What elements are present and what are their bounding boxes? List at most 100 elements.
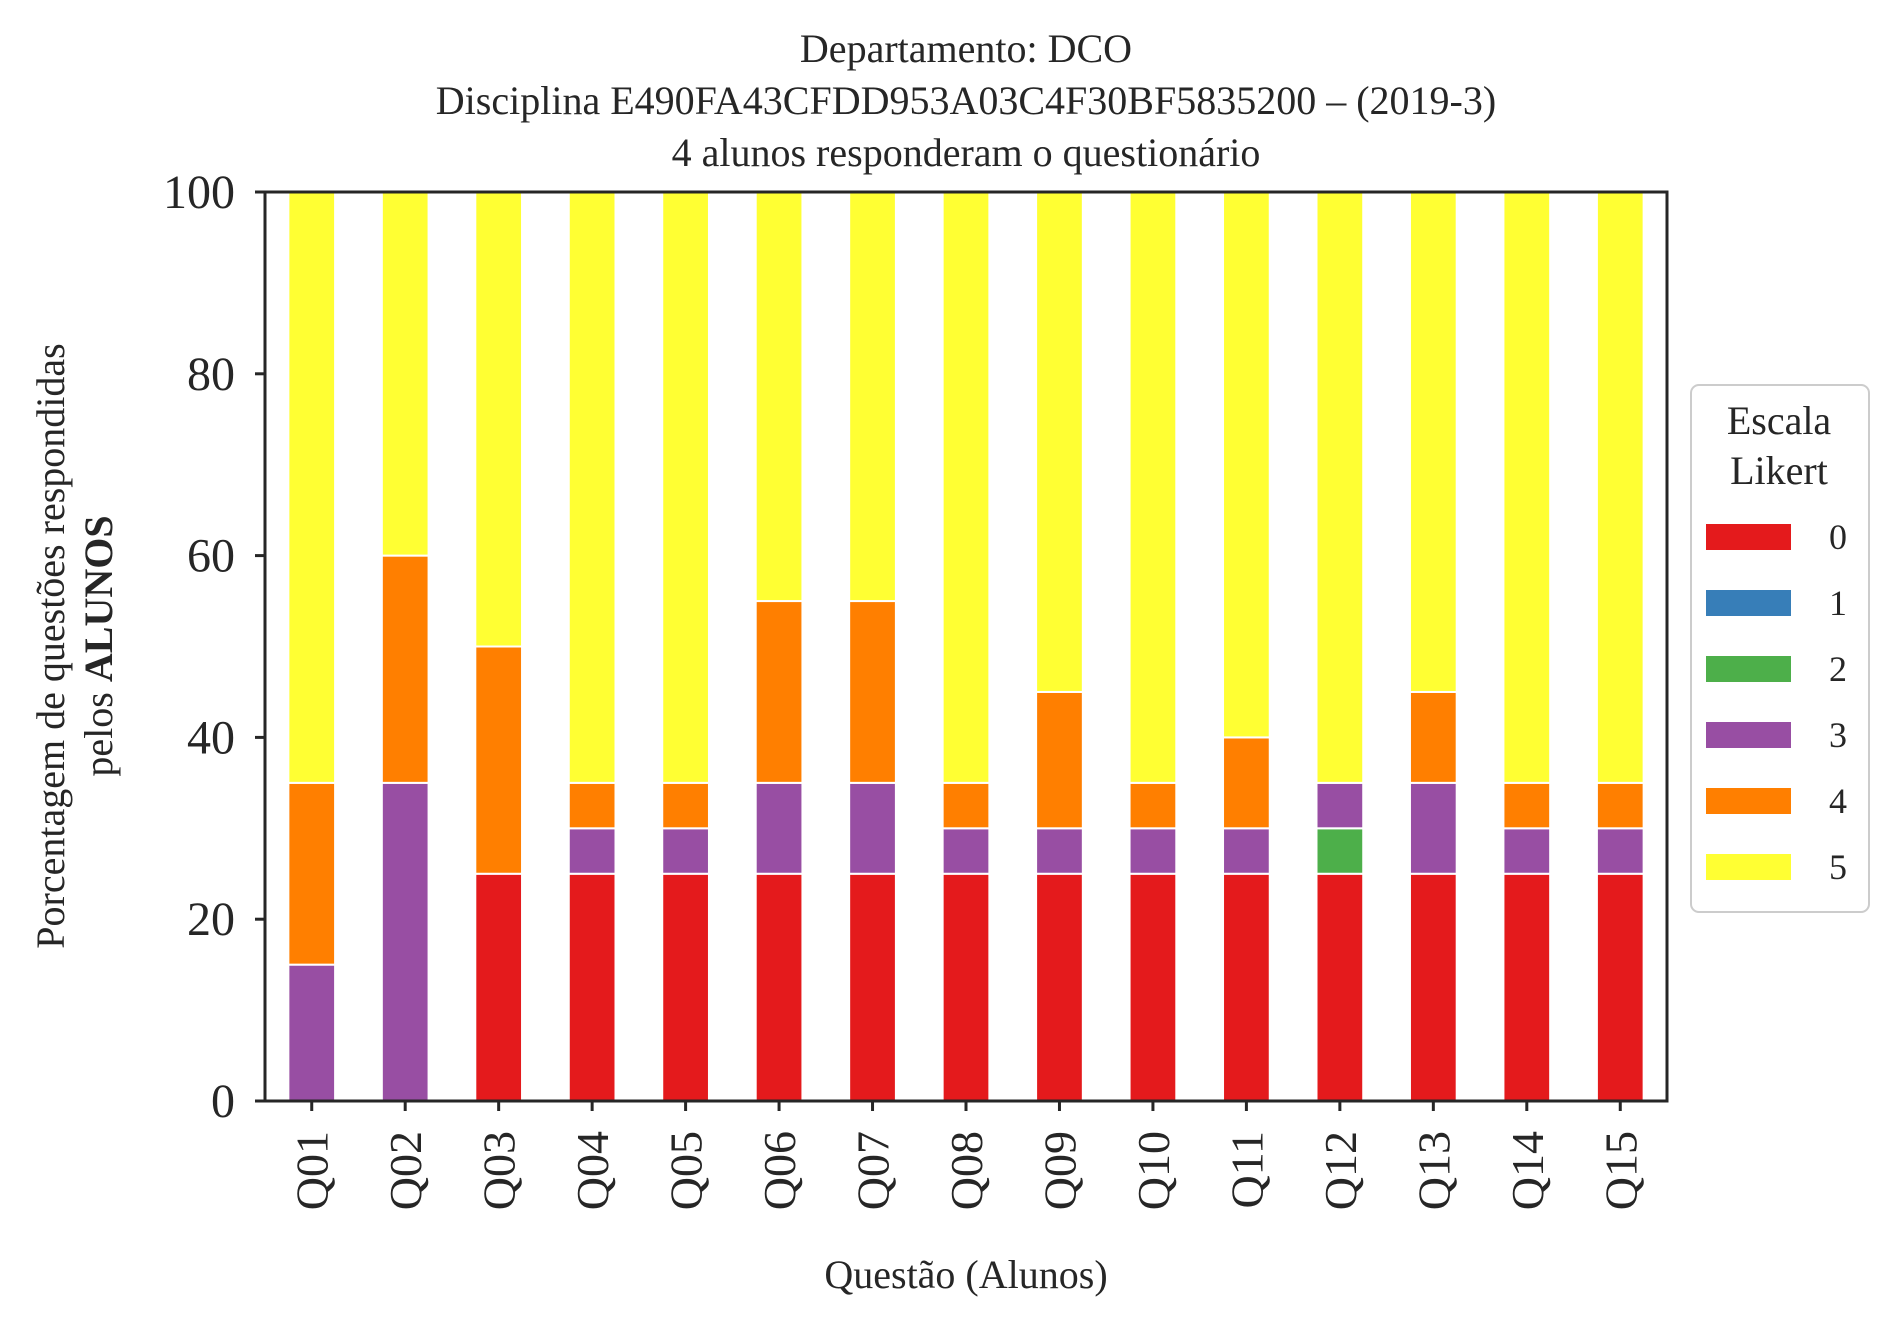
bar-q12-level-5 [1315, 191, 1365, 784]
legend-label-2: 2 [1829, 649, 1847, 689]
x-tick-label: Q01 [287, 1131, 338, 1210]
title-line-3: 4 alunos responderam o questionário [672, 130, 1261, 175]
plot-frame [263, 190, 1669, 1103]
bar-q09-level-4 [1035, 690, 1084, 830]
x-tick-label: Q02 [380, 1131, 431, 1210]
bar-q11-level-3 [1222, 827, 1271, 875]
legend-swatch-5 [1706, 854, 1791, 880]
y-axis-label: Porcentagem de questões respondidas pelo… [28, 343, 121, 948]
bar-q03-level-5 [474, 191, 524, 648]
legend-label-0: 0 [1829, 517, 1847, 557]
bar-q06-level-0 [754, 872, 804, 1102]
x-tick-label: Q15 [1595, 1131, 1646, 1210]
bar-q13-level-0 [1408, 872, 1458, 1102]
x-tick-label: Q14 [1502, 1131, 1553, 1210]
legend-label-5: 5 [1829, 847, 1847, 887]
title-line-1: Departamento: DCO [800, 26, 1132, 71]
title-line-2: Disciplina E490FA43CFDD953A03C4F30BF5835… [436, 78, 1496, 123]
y-axis-label-line-1: Porcentagem de questões respondidas [28, 343, 73, 948]
x-tick-label: Q06 [754, 1131, 805, 1210]
legend-items: 0 1 2 3 4 5 [1706, 517, 1847, 887]
y-tick-label: 40 [187, 711, 235, 764]
bar-q11-level-5 [1222, 191, 1271, 739]
bar-q05-level-4 [661, 781, 710, 830]
legend-title-line-2: Likert [1730, 448, 1828, 493]
bar-q14-level-4 [1502, 781, 1552, 830]
legend-swatch-0 [1706, 524, 1791, 550]
y-axis-label-prefix: pelos [76, 682, 121, 776]
y-axis: 0 20 40 60 80 100 [163, 166, 265, 1128]
x-tick-label: Q12 [1315, 1131, 1366, 1210]
bar-q12-level-2 [1315, 827, 1365, 875]
legend-swatch-1 [1706, 590, 1791, 616]
x-tick-label: Q05 [661, 1131, 712, 1210]
bar-q14-level-3 [1502, 827, 1552, 875]
bar-q15-level-3 [1595, 827, 1645, 875]
x-tick-label: Q11 [1221, 1131, 1272, 1209]
x-axis-label: Questão (Alunos) [824, 1252, 1107, 1297]
bar-q09-level-3 [1035, 827, 1084, 875]
bar-q07-level-5 [848, 191, 897, 603]
bar-q10-level-0 [1128, 872, 1178, 1102]
bar-q09-level-5 [1035, 191, 1084, 693]
bar-q10-level-4 [1128, 781, 1178, 830]
bar-q03-level-0 [474, 872, 524, 1102]
bar-q08-level-3 [941, 827, 991, 875]
legend-frame [1690, 384, 1870, 913]
bar-q08-level-0 [941, 872, 991, 1102]
bar-q04-level-3 [567, 827, 617, 875]
x-tick-label: Q09 [1034, 1131, 1085, 1210]
bar-q02-level-4 [380, 554, 430, 784]
bar-q10-level-5 [1128, 191, 1178, 784]
bar-q10-level-3 [1128, 827, 1178, 875]
y-tick-label: 0 [211, 1075, 235, 1128]
bar-q13-level-3 [1408, 781, 1458, 875]
x-tick-label: Q10 [1128, 1131, 1179, 1210]
bar-q14-level-0 [1502, 872, 1552, 1102]
bar-q05-level-5 [661, 191, 710, 784]
y-tick-label: 100 [163, 166, 235, 219]
bar-q15-level-0 [1595, 872, 1645, 1102]
bar-q06-level-5 [754, 191, 804, 603]
bar-q11-level-4 [1222, 736, 1271, 830]
y-tick-label: 80 [187, 348, 235, 401]
x-tick-label: Q07 [848, 1131, 899, 1210]
legend-label-4: 4 [1829, 781, 1847, 821]
bar-q15-level-5 [1595, 191, 1645, 784]
legend-title-line-1: Escala [1727, 398, 1832, 443]
bar-q08-level-4 [941, 781, 991, 830]
legend-label-1: 1 [1829, 583, 1847, 623]
y-tick-label: 20 [187, 893, 235, 946]
bar-q12-level-3 [1315, 781, 1365, 830]
y-axis-label-bold: ALUNOS [76, 515, 121, 682]
bar-q13-level-5 [1408, 191, 1458, 693]
bar-q01-level-4 [287, 781, 337, 966]
bar-q06-level-3 [754, 781, 804, 875]
bar-q03-level-4 [474, 645, 524, 875]
legend-swatch-2 [1706, 656, 1791, 682]
bar-q04-level-5 [567, 191, 617, 784]
bar-q14-level-5 [1502, 191, 1552, 784]
bar-q06-level-4 [754, 600, 804, 784]
y-tick-label: 60 [187, 530, 235, 583]
bar-q15-level-4 [1595, 781, 1645, 830]
bar-q04-level-0 [567, 872, 617, 1102]
legend-swatch-4 [1706, 788, 1791, 814]
bar-q11-level-0 [1222, 872, 1271, 1102]
x-tick-label: Q13 [1408, 1131, 1459, 1210]
x-tick-label: Q08 [941, 1131, 992, 1210]
legend: Escala Likert 0 1 2 3 4 5 [1690, 384, 1870, 913]
bar-q02-level-3 [380, 781, 430, 1102]
bar-q05-level-0 [661, 872, 710, 1102]
bar-q08-level-5 [941, 191, 991, 784]
x-tick-label: Q03 [474, 1131, 525, 1210]
legend-swatch-3 [1706, 722, 1791, 748]
bar-q04-level-4 [567, 781, 617, 830]
bar-q12-level-0 [1315, 872, 1365, 1102]
bar-q01-level-5 [287, 191, 337, 784]
legend-label-3: 3 [1829, 715, 1847, 755]
bar-q01-level-3 [287, 963, 337, 1103]
bar-q02-level-5 [380, 191, 430, 557]
